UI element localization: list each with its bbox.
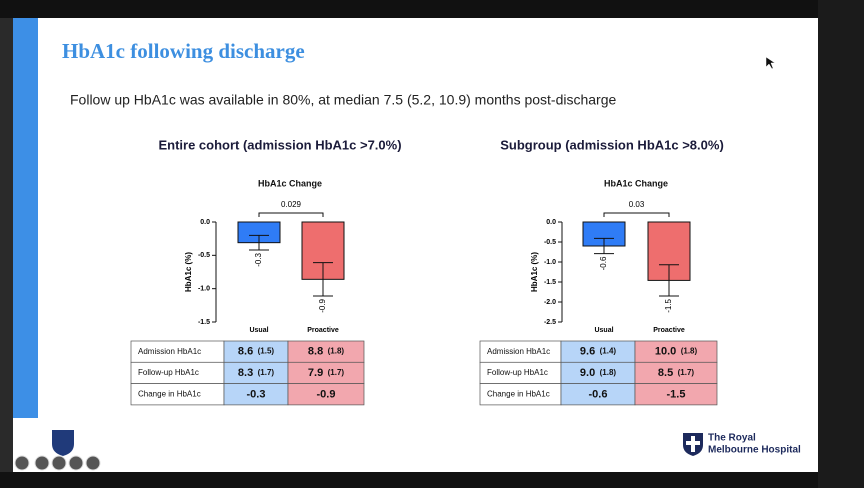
mean-value: 10.0 (655, 346, 676, 358)
y-tick-label: -1.5 (544, 279, 556, 286)
mean-value: 7.9 (308, 367, 323, 379)
logo-text: Melbourne Hospital (708, 445, 801, 456)
row-label: Admission HbA1c (487, 347, 550, 356)
mean-value: -0.6 (589, 388, 608, 400)
hospital-logo: The Royal Melbourne Hospital (683, 433, 801, 456)
significance-bracket (603, 212, 670, 217)
table-cell (287, 383, 365, 406)
x-tick-label: Usual (594, 327, 613, 334)
mean-value: 8.3 (238, 367, 253, 379)
mouse-cursor (765, 56, 776, 70)
y-axis-label: HbA1c (%) (184, 252, 193, 292)
table-value: 7.9 (1.7) (308, 364, 345, 381)
table-value: -0.3 (247, 388, 266, 400)
table-value: 8.6 (1.5) (238, 343, 275, 360)
university-crest (52, 430, 74, 456)
mean-value: 8.6 (238, 346, 253, 358)
prev-button[interactable] (14, 455, 30, 471)
mean-value: 9.6 (580, 346, 595, 358)
table-cell (634, 383, 718, 406)
mean-value: 8.8 (308, 346, 323, 358)
logo-text: The Royal (708, 433, 756, 444)
y-tick-label: 0.0 (546, 219, 556, 226)
more-button[interactable] (68, 455, 84, 471)
table-value: -1.5 (667, 388, 686, 400)
mean-value: -0.9 (317, 388, 336, 400)
y-tick-label: -2.5 (544, 319, 556, 326)
accent-bar (13, 18, 38, 418)
presentation-controls (14, 455, 101, 471)
value-label: -1.5 (664, 298, 673, 312)
sd-value: (1.7) (328, 368, 345, 377)
sd-value: (1.7) (678, 368, 695, 377)
captions-button[interactable] (51, 455, 67, 471)
chart-title: HbA1c Change (604, 178, 668, 188)
y-tick-label: -0.5 (198, 252, 210, 259)
slide-subtitle: Follow up HbA1c was available in 80%, at… (70, 92, 617, 108)
significance-bracket (258, 212, 324, 217)
y-tick-label: -0.5 (544, 239, 556, 246)
crest (52, 430, 74, 456)
y-tick-label: 0.0 (200, 219, 210, 226)
table-value: -0.9 (317, 388, 336, 400)
x-tick-label: Proactive (653, 327, 685, 334)
table-value: 9.0 (1.8) (580, 364, 617, 381)
row-label: Follow-up HbA1c (138, 368, 199, 377)
sd-value: (1.8) (328, 347, 345, 356)
y-tick-label: -1.5 (198, 319, 210, 326)
y-tick-label: -1.0 (544, 259, 556, 266)
p-value: 0.029 (281, 200, 302, 209)
table-value: 10.0 (1.8) (655, 343, 698, 360)
sd-value: (1.8) (681, 347, 698, 356)
row-label: Change in HbA1c (487, 389, 550, 398)
table-value: 9.6 (1.4) (580, 343, 617, 360)
logo-cross (686, 441, 700, 445)
p-value: 0.03 (629, 200, 645, 209)
pen-button[interactable] (34, 455, 50, 471)
mean-value: -1.5 (667, 388, 686, 400)
x-tick-label: Usual (249, 327, 268, 334)
x-tick-label: Proactive (307, 327, 339, 334)
y-tick-label: -1.0 (198, 286, 210, 293)
mean-value: -0.3 (247, 388, 266, 400)
row-label: Admission HbA1c (138, 347, 201, 356)
mean-value: 8.5 (658, 367, 673, 379)
row-label: Follow-up HbA1c (487, 368, 548, 377)
table-value: 8.8 (1.8) (308, 343, 345, 360)
chart-heading: Subgroup (admission HbA1c >8.0%) (500, 137, 724, 152)
table-value: 8.5 (1.7) (658, 364, 695, 381)
sd-value: (1.4) (600, 347, 617, 356)
mean-value: 9.0 (580, 367, 595, 379)
sd-value: (1.5) (258, 347, 275, 356)
table-value: 8.3 (1.7) (238, 364, 275, 381)
chart-heading: Entire cohort (admission HbA1c >7.0%) (158, 137, 401, 152)
next-button[interactable] (85, 455, 101, 471)
value-label: -0.6 (599, 256, 608, 270)
chart-title: HbA1c Change (258, 178, 322, 188)
row-label: Change in HbA1c (138, 389, 201, 398)
sd-value: (1.8) (600, 368, 617, 377)
right-edge (818, 0, 864, 488)
sd-value: (1.7) (258, 368, 275, 377)
value-label: -0.3 (254, 252, 263, 266)
left-edge (0, 18, 13, 472)
slide-title: HbA1c following discharge (62, 39, 305, 63)
value-label: -0.9 (318, 298, 327, 312)
table-value: -0.6 (589, 388, 608, 400)
y-tick-label: -2.0 (544, 299, 556, 306)
y-axis-label: HbA1c (%) (530, 252, 539, 292)
